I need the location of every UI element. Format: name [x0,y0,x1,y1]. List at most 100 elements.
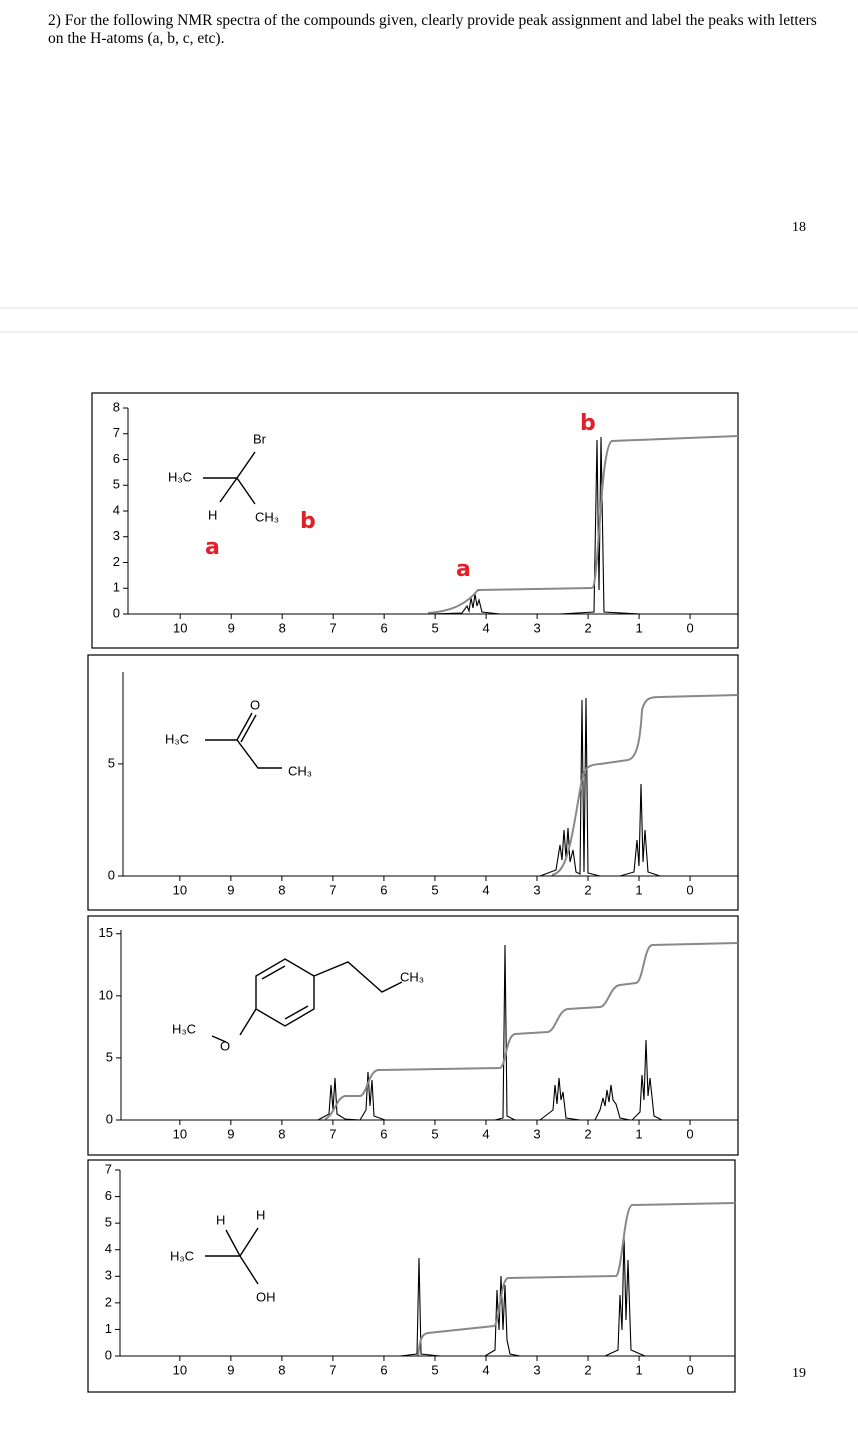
x-tick-label: 0 [686,1126,693,1141]
x-tick-label: 4 [482,882,489,897]
y-tick-label: 7 [113,425,120,440]
y-tick-label: 5 [108,755,115,770]
x-tick-label: 0 [686,1362,693,1377]
x-tick-label: 5 [431,882,438,897]
x-tick-label: 6 [380,1362,387,1377]
y-tick-label: 5 [106,1049,113,1064]
y-tick-label: 3 [105,1268,112,1283]
y-tick-label: 15 [99,925,113,940]
atom-label: CH₃ [400,969,424,984]
x-tick-label: 10 [173,1362,187,1377]
page-number: 18 [792,220,806,235]
atom-label: O [250,697,260,712]
handwritten-label: b [300,509,316,534]
x-tick-label: 6 [380,882,387,897]
x-tick-label: 0 [686,882,693,897]
y-tick-label: 4 [105,1241,112,1256]
x-tick-label: 8 [278,882,285,897]
x-tick-label: 9 [227,882,234,897]
bond [211,958,403,1043]
x-tick-label: 9 [227,1126,234,1141]
x-tick-label: 1 [635,882,642,897]
y-tick-label: 2 [113,554,120,569]
x-tick-label: 0 [686,620,693,635]
y-tick-label: 7 [105,1161,112,1176]
peak [429,593,501,615]
y-tick-label: 10 [99,987,113,1002]
x-tick-label: 5 [431,1126,438,1141]
bond [205,712,282,769]
atom-label: CH₃ [255,509,279,524]
x-tick-label: 8 [278,1362,285,1377]
x-tick-label: 1 [635,1362,642,1377]
x-tick-label: 4 [482,1362,489,1377]
spectrum-frame [87,915,739,1156]
handwritten-label: b [580,411,596,436]
x-tick-label: 7 [329,1126,336,1141]
x-tick-label: 2 [584,882,591,897]
x-tick-label: 7 [330,620,337,635]
x-tick-label: 9 [227,1362,234,1377]
x-tick-label: 5 [431,1362,438,1377]
atom-label: H₃C [165,731,189,746]
y-tick-label: 6 [105,1188,112,1203]
integral [324,942,739,1120]
x-tick-label: 6 [380,1126,387,1141]
y-tick-label: 3 [113,528,120,543]
y-tick-label: 1 [113,580,120,595]
spectrum-frame [91,392,739,649]
y-tick-label: 5 [105,1215,112,1230]
atom-label: Br [253,431,267,446]
integral [427,435,739,614]
y-tick-label: 1 [105,1321,112,1336]
x-tick-label: 10 [173,620,187,635]
atom-label: H [208,507,217,522]
atom-label: H [256,1207,265,1222]
x-tick-label: 6 [381,620,388,635]
atom-label: H₃C [170,1248,194,1263]
peak [539,697,661,877]
integral [551,694,739,876]
x-tick-label: 10 [173,1126,187,1141]
y-tick-label: 5 [113,477,120,492]
x-tick-label: 9 [228,620,235,635]
handwritten-label: a [205,535,220,560]
atom-label: H₃C [172,1021,196,1036]
peak [317,944,663,1121]
atom-label: CH₃ [288,763,312,778]
peak [559,436,641,615]
handwritten-label: a [456,557,471,582]
y-tick-label: 2 [105,1294,112,1309]
y-tick-label: 4 [113,502,120,517]
x-tick-label: 4 [483,620,490,635]
peak [399,1234,646,1357]
atom-label: O [220,1038,230,1053]
y-tick-label: 0 [108,867,115,882]
x-tick-label: 3 [533,1362,540,1377]
x-tick-label: 10 [173,882,187,897]
x-tick-label: 8 [279,620,286,635]
x-tick-label: 2 [584,620,591,635]
spectrum-frame [87,1159,736,1393]
x-tick-label: 5 [432,620,439,635]
x-tick-label: 7 [329,882,336,897]
x-tick-label: 3 [533,620,540,635]
page-number: 19 [792,1366,806,1381]
x-tick-label: 8 [278,1126,285,1141]
atom-label: H₃C [168,469,192,484]
y-tick-label: 0 [113,605,120,620]
y-tick-label: 0 [106,1111,113,1126]
spectrum-frame [87,654,739,911]
bond [205,1227,259,1285]
y-tick-label: 0 [105,1347,112,1362]
question: 2) For the following NMR spectra of the … [48,12,817,47]
integral [417,1202,736,1357]
x-tick-label: 7 [329,1362,336,1377]
x-tick-label: 2 [584,1126,591,1141]
x-tick-label: 3 [533,882,540,897]
y-tick-label: 8 [113,399,120,414]
x-tick-label: 1 [635,620,642,635]
bond [203,451,256,505]
